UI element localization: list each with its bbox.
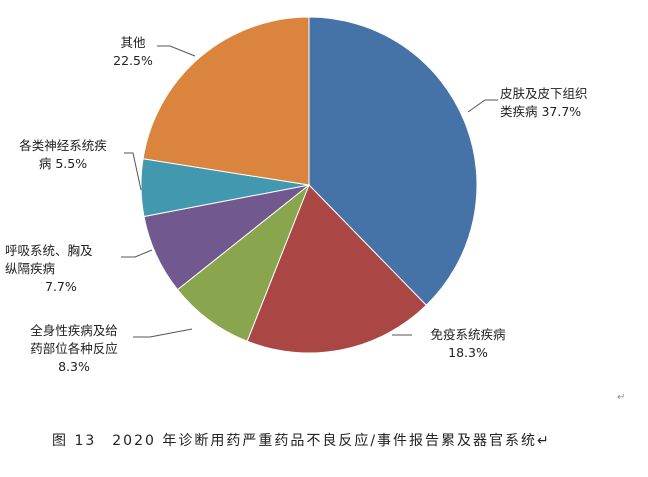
label-line: 各类神经系统疾 bbox=[19, 138, 107, 153]
paragraph-mark: ↵ bbox=[617, 392, 626, 403]
label-other: 其他 22.5% bbox=[108, 34, 158, 70]
label-line: 其他 bbox=[120, 35, 146, 50]
leader-line-skin bbox=[467, 99, 498, 113]
label-line: 呼吸系统、胸及 bbox=[5, 243, 93, 258]
pie-slice-2 bbox=[176, 183, 311, 342]
label-line: 皮肤及皮下组织 bbox=[500, 86, 588, 101]
label-line: 7.7% bbox=[45, 279, 77, 294]
label-line: 纵隔疾病 bbox=[5, 261, 56, 276]
label-line: 病 5.5% bbox=[38, 156, 88, 171]
label-line: 18.3% bbox=[448, 345, 488, 360]
leader-line-respiratory bbox=[121, 249, 153, 258]
leader-line-systemic bbox=[133, 328, 193, 338]
label-line: 类疾病 37.7% bbox=[500, 104, 582, 119]
label-line: 药部位各种反应 bbox=[30, 341, 118, 356]
label-line: 22.5% bbox=[113, 53, 153, 68]
figure-caption: 图 13 2020 年诊断用药严重药品不良反应/事件报告累及器官系统↵ bbox=[52, 433, 551, 449]
leader-line-nervous bbox=[124, 152, 142, 191]
label-line: 免疫系统疾病 bbox=[430, 327, 506, 342]
label-respiratory: 呼吸系统、胸及 纵隔疾病 7.7% bbox=[5, 242, 93, 296]
pie-slice-0 bbox=[308, 16, 478, 306]
label-nervous: 各类神经系统疾 病 5.5% bbox=[5, 137, 121, 173]
leader-line-other bbox=[157, 45, 196, 57]
pie-slice-5 bbox=[142, 16, 310, 186]
label-immune: 免疫系统疾病 18.3% bbox=[414, 326, 522, 362]
label-line: 全身性疾病及给 bbox=[30, 323, 118, 338]
label-line: 8.3% bbox=[58, 359, 90, 374]
label-skin: 皮肤及皮下组织 类疾病 37.7% bbox=[500, 85, 588, 121]
pie-slice-1 bbox=[246, 184, 427, 354]
label-systemic: 全身性疾病及给 药部位各种反应 8.3% bbox=[18, 322, 130, 376]
